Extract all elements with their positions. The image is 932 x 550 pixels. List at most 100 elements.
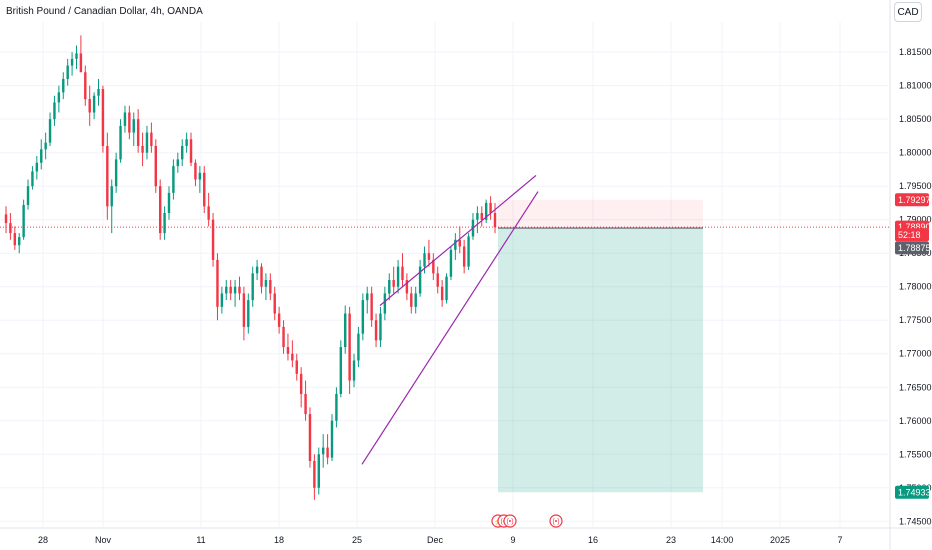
- candle-body: [291, 353, 294, 361]
- candle-body: [458, 239, 461, 247]
- rising-wedge-lines[interactable]: [361, 175, 539, 465]
- candle-body: [35, 162, 39, 172]
- candle-body: [361, 300, 365, 334]
- price-tag: [895, 193, 929, 207]
- price-tag: [895, 241, 929, 255]
- candle-body: [357, 333, 360, 361]
- candle-body: [31, 171, 34, 187]
- y-tick-label: 1.77500: [899, 315, 932, 325]
- price-tag-label: 1.78890: [898, 222, 931, 232]
- candle-body: [44, 142, 47, 150]
- candle-body: [150, 132, 153, 146]
- candle-body: [414, 293, 417, 307]
- price-axis[interactable]: 1.81500 1.81000 1.80500 1.80000 1.79500 1.790…: [899, 47, 932, 526]
- x-tick-label: 18: [274, 535, 284, 545]
- x-tick-label: 16: [588, 535, 598, 545]
- candle-body: [352, 360, 356, 381]
- y-tick-label: 1.77000: [899, 349, 932, 359]
- short-position-tool[interactable]: [498, 199, 703, 493]
- candle-body: [9, 223, 12, 234]
- y-tick-label: 1.76000: [899, 416, 932, 426]
- candle-body: [273, 293, 276, 314]
- candle-body: [181, 145, 184, 160]
- x-tick-label: 11: [196, 535, 205, 545]
- candle-body: [418, 266, 422, 294]
- candle-body: [75, 53, 78, 59]
- candle-body: [62, 78, 65, 93]
- x-tick-label: 14:00: [711, 535, 734, 545]
- candle-body: [66, 65, 69, 79]
- candle-body: [317, 454, 320, 488]
- y-tick-label: 1.76500: [899, 382, 932, 392]
- wedge-upper-line[interactable]: [379, 175, 537, 306]
- candle-body: [26, 186, 30, 205]
- x-tick-label: 23: [666, 535, 676, 545]
- candle-body: [388, 280, 391, 294]
- candle-body: [53, 102, 56, 120]
- candle-body: [88, 99, 91, 113]
- candle-body: [141, 145, 144, 153]
- event-label: (•): [506, 519, 513, 526]
- x-tick-label: 25: [352, 535, 362, 545]
- x-tick-label: 28: [38, 535, 48, 545]
- candle-body: [251, 273, 254, 301]
- candle-body: [392, 280, 395, 287]
- candle-body: [321, 447, 325, 455]
- candle-body: [229, 286, 232, 294]
- candle-body: [308, 414, 312, 461]
- wedge-lower-line[interactable]: [361, 191, 539, 465]
- candle-body: [70, 58, 74, 66]
- candles: [4, 35, 497, 500]
- target-zone[interactable]: [498, 228, 703, 493]
- x-tick-label: Nov: [95, 535, 112, 545]
- candle-body: [286, 347, 290, 354]
- candle-body: [480, 213, 483, 220]
- time-axis[interactable]: 28 Nov 11 18 25 Dec 9 16 23 14:00 2025 7: [38, 535, 843, 545]
- candle-body: [260, 266, 263, 287]
- candle-body: [330, 420, 334, 458]
- candle-body: [348, 313, 351, 381]
- candle-body: [4, 214, 8, 224]
- event-icon[interactable]: [549, 514, 563, 528]
- y-tick-label: 1.80500: [899, 114, 932, 124]
- candle-body: [326, 447, 329, 458]
- candle-body: [462, 246, 466, 267]
- event-icon[interactable]: [503, 514, 517, 528]
- x-tick-label: 7: [837, 535, 842, 545]
- candle-body: [13, 233, 17, 246]
- y-tick-label: 1.81500: [899, 47, 932, 57]
- candle-body: [339, 347, 343, 394]
- candle-body: [136, 119, 140, 146]
- candle-body: [277, 313, 281, 327]
- price-tag-label: 1.79297: [898, 195, 931, 205]
- candle-body: [106, 145, 109, 207]
- candle-body: [211, 219, 215, 260]
- candle-body: [242, 293, 246, 327]
- candle-body: [176, 159, 180, 167]
- candle-body: [370, 293, 373, 321]
- candle-body: [264, 280, 268, 287]
- candle-body: [344, 313, 347, 348]
- candle-body: [189, 139, 193, 163]
- candle-body: [233, 286, 237, 294]
- candle-body: [410, 293, 413, 307]
- candle-body: [436, 273, 439, 287]
- candle-body: [194, 162, 197, 180]
- currency-button[interactable]: CAD: [894, 2, 922, 22]
- candle-body: [198, 172, 202, 180]
- candle-body: [220, 293, 224, 307]
- economic-events[interactable]: ⚡(•)(•)(•): [491, 514, 563, 528]
- candle-body: [114, 159, 118, 187]
- stop-zone[interactable]: [498, 199, 703, 229]
- y-tick-label: 1.79000: [899, 215, 932, 225]
- candle-body: [158, 186, 162, 234]
- price-tag-label: 1.78875: [898, 243, 931, 253]
- candle-body: [440, 286, 444, 301]
- candle-body: [110, 186, 113, 207]
- candle-body: [396, 266, 400, 287]
- candle-body: [423, 253, 426, 267]
- candle-body: [145, 132, 149, 153]
- candle-body: [92, 95, 96, 113]
